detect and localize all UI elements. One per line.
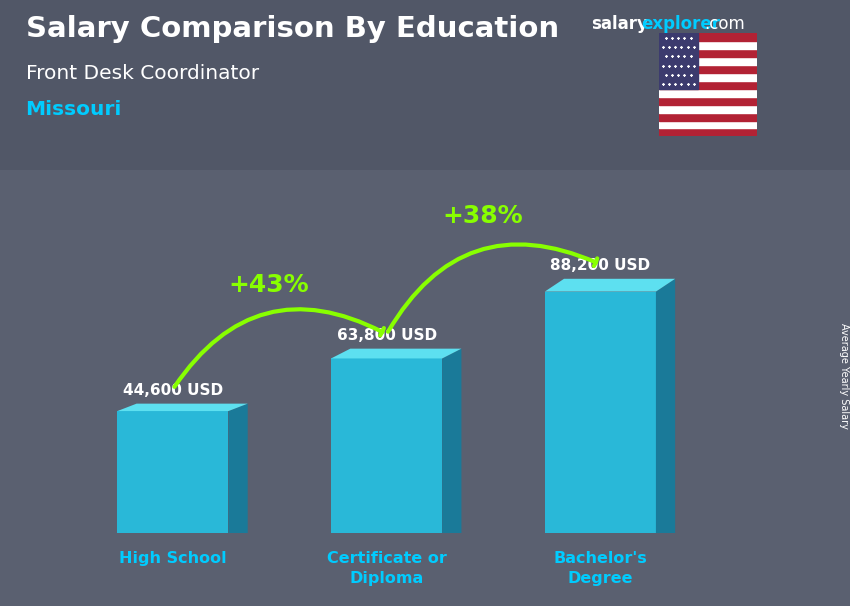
- Polygon shape: [442, 348, 462, 533]
- Text: salary: salary: [591, 15, 648, 33]
- Polygon shape: [331, 359, 442, 533]
- Polygon shape: [117, 411, 229, 533]
- Bar: [659, 33, 698, 89]
- Bar: [659, 121, 756, 128]
- Polygon shape: [229, 404, 247, 533]
- Bar: [659, 89, 756, 97]
- Text: explorer: explorer: [642, 15, 721, 33]
- Bar: [659, 73, 756, 81]
- Text: Average Yearly Salary: Average Yearly Salary: [839, 323, 849, 428]
- Polygon shape: [545, 279, 675, 291]
- Polygon shape: [117, 404, 247, 411]
- Text: +38%: +38%: [443, 204, 523, 227]
- Text: Front Desk Coordinator: Front Desk Coordinator: [26, 64, 258, 82]
- Text: Bachelor's
Degree: Bachelor's Degree: [553, 551, 647, 586]
- Text: 88,200 USD: 88,200 USD: [550, 258, 650, 273]
- Bar: [659, 41, 756, 49]
- Text: +43%: +43%: [229, 273, 309, 298]
- Bar: [659, 97, 756, 105]
- Bar: [659, 128, 756, 136]
- Text: .com: .com: [704, 15, 745, 33]
- Bar: [659, 65, 756, 73]
- Text: 44,600 USD: 44,600 USD: [123, 382, 223, 398]
- Bar: [659, 105, 756, 113]
- Text: 63,800 USD: 63,800 USD: [337, 328, 437, 342]
- Text: High School: High School: [119, 551, 227, 567]
- Polygon shape: [545, 291, 656, 533]
- Text: Missouri: Missouri: [26, 100, 122, 119]
- Polygon shape: [656, 279, 675, 533]
- Text: Salary Comparison By Education: Salary Comparison By Education: [26, 15, 558, 43]
- Bar: [659, 57, 756, 65]
- Bar: [659, 113, 756, 121]
- Text: Certificate or
Diploma: Certificate or Diploma: [326, 551, 446, 586]
- Polygon shape: [331, 348, 462, 359]
- Bar: [659, 33, 756, 41]
- Bar: [659, 81, 756, 89]
- Bar: [659, 49, 756, 57]
